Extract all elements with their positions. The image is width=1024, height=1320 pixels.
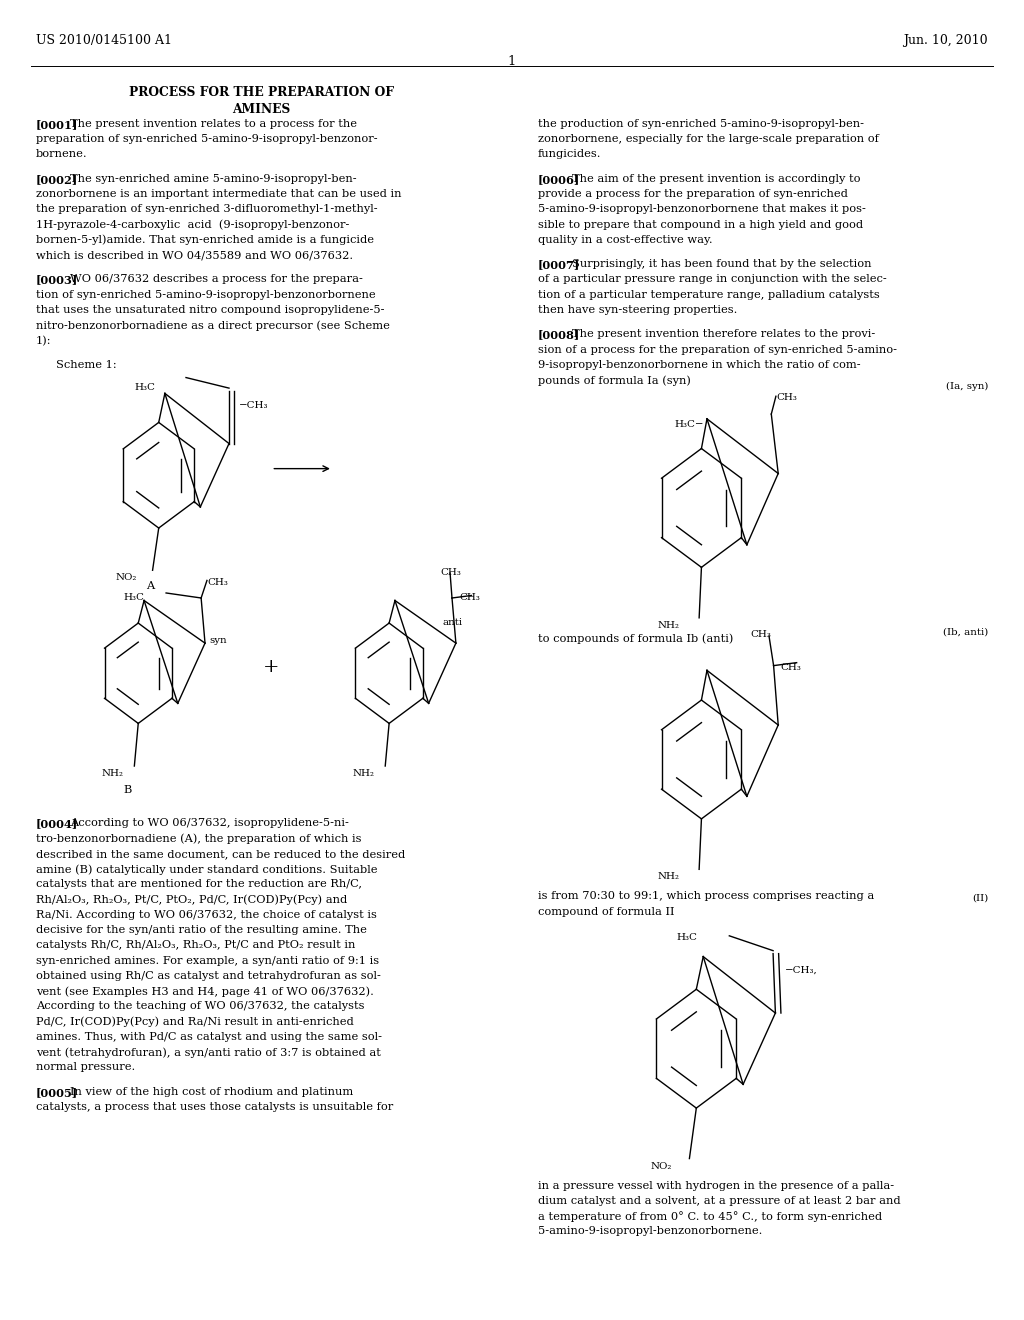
Text: vent (see Examples H3 and H4, page 41 of WO 06/37632).: vent (see Examples H3 and H4, page 41 of… (36, 986, 374, 997)
Text: According to the teaching of WO 06/37632, the catalysts: According to the teaching of WO 06/37632… (36, 1002, 365, 1011)
Text: syn-enriched amines. For example, a syn/anti ratio of 9:1 is: syn-enriched amines. For example, a syn/… (36, 956, 379, 966)
Text: to compounds of formula Ib (anti): to compounds of formula Ib (anti) (538, 634, 733, 644)
Text: amines. Thus, with Pd/C as catalyst and using the same sol-: amines. Thus, with Pd/C as catalyst and … (36, 1032, 382, 1041)
Text: normal pressure.: normal pressure. (36, 1063, 135, 1072)
Text: PROCESS FOR THE PREPARATION OF: PROCESS FOR THE PREPARATION OF (129, 86, 393, 99)
Text: Jun. 10, 2010: Jun. 10, 2010 (903, 34, 988, 48)
Text: Ra/Ni. According to WO 06/37632, the choice of catalyst is: Ra/Ni. According to WO 06/37632, the cho… (36, 909, 377, 920)
Text: vent (tetrahydrofuran), a syn/anti ratio of 3:7 is obtained at: vent (tetrahydrofuran), a syn/anti ratio… (36, 1047, 381, 1057)
Text: NH₂: NH₂ (657, 873, 680, 882)
Text: anti: anti (442, 618, 463, 627)
Text: NH₂: NH₂ (352, 768, 374, 777)
Text: The syn-enriched amine 5-amino-9-isopropyl-ben-: The syn-enriched amine 5-amino-9-isoprop… (71, 174, 357, 183)
Text: the production of syn-enriched 5-amino-9-isopropyl-ben-: the production of syn-enriched 5-amino-9… (538, 119, 863, 129)
Text: B: B (124, 785, 132, 796)
Text: NH₂: NH₂ (657, 620, 680, 630)
Text: quality in a cost-effective way.: quality in a cost-effective way. (538, 235, 713, 244)
Text: CH₃: CH₃ (751, 630, 771, 639)
Text: [0005]: [0005] (36, 1086, 78, 1098)
Text: [0003]: [0003] (36, 275, 78, 285)
Text: sion of a process for the preparation of syn-enriched 5-amino-: sion of a process for the preparation of… (538, 345, 897, 355)
Text: zonorbornene, especially for the large-scale preparation of: zonorbornene, especially for the large-s… (538, 135, 879, 144)
Text: H₃C: H₃C (123, 593, 144, 602)
Text: CH₃: CH₃ (780, 663, 802, 672)
Text: Rh/Al₂O₃, Rh₂O₃, Pt/C, PtO₂, Pd/C, Ir(COD)Py(Pcy) and: Rh/Al₂O₃, Rh₂O₃, Pt/C, PtO₂, Pd/C, Ir(CO… (36, 895, 347, 906)
Text: NO₂: NO₂ (116, 573, 137, 582)
Text: sible to prepare that compound in a high yield and good: sible to prepare that compound in a high… (538, 219, 863, 230)
Text: tro-benzonorbornadiene (A), the preparation of which is: tro-benzonorbornadiene (A), the preparat… (36, 834, 361, 845)
Text: [0001]: [0001] (36, 119, 78, 129)
Text: US 2010/0145100 A1: US 2010/0145100 A1 (36, 34, 172, 48)
Text: The aim of the present invention is accordingly to: The aim of the present invention is acco… (572, 174, 860, 183)
Text: H₃C: H₃C (676, 933, 697, 942)
Text: [0006]: [0006] (538, 174, 580, 185)
Text: +: + (263, 657, 280, 676)
Text: Surprisingly, it has been found that by the selection: Surprisingly, it has been found that by … (572, 259, 871, 269)
Text: CH₃: CH₃ (440, 568, 461, 577)
Text: of a particular pressure range in conjunction with the selec-: of a particular pressure range in conjun… (538, 275, 887, 285)
Text: is from 70:30 to 99:1, which process comprises reacting a: is from 70:30 to 99:1, which process com… (538, 891, 873, 902)
Text: pounds of formula Ia (syn): pounds of formula Ia (syn) (538, 375, 690, 385)
Text: 9-isopropyl-benzonorbornene in which the ratio of com-: 9-isopropyl-benzonorbornene in which the… (538, 360, 860, 370)
Text: −CH₃: −CH₃ (240, 401, 268, 411)
Text: preparation of syn-enriched 5-amino-9-isopropyl-benzonor-: preparation of syn-enriched 5-amino-9-is… (36, 135, 378, 144)
Text: in a pressure vessel with hydrogen in the presence of a palla-: in a pressure vessel with hydrogen in th… (538, 1180, 894, 1191)
Text: 1: 1 (508, 55, 516, 69)
Text: [0004]: [0004] (36, 818, 78, 829)
Text: WO 06/37632 describes a process for the prepara-: WO 06/37632 describes a process for the … (71, 275, 364, 285)
Text: According to WO 06/37632, isopropylidene-5-ni-: According to WO 06/37632, isopropylidene… (71, 818, 349, 829)
Text: that uses the unsaturated nitro compound isopropylidene-5-: that uses the unsaturated nitro compound… (36, 305, 384, 315)
Text: (II): (II) (972, 894, 988, 902)
Text: CH₃: CH₃ (460, 593, 480, 602)
Text: described in the same document, can be reduced to the desired: described in the same document, can be r… (36, 849, 406, 859)
Text: obtained using Rh/C as catalyst and tetrahydrofuran as sol-: obtained using Rh/C as catalyst and tetr… (36, 972, 381, 981)
Text: then have syn-steering properties.: then have syn-steering properties. (538, 305, 737, 315)
Text: Scheme 1:: Scheme 1: (56, 360, 117, 370)
Text: zonorbornene is an important intermediate that can be used in: zonorbornene is an important intermediat… (36, 189, 401, 199)
Text: The present invention relates to a process for the: The present invention relates to a proce… (71, 119, 357, 129)
Text: 5-amino-9-isopropyl-benzonorbornene that makes it pos-: 5-amino-9-isopropyl-benzonorbornene that… (538, 205, 865, 214)
Text: In view of the high cost of rhodium and platinum: In view of the high cost of rhodium and … (71, 1086, 353, 1097)
Text: which is described in WO 04/35589 and WO 06/37632.: which is described in WO 04/35589 and WO… (36, 249, 353, 260)
Text: 5-amino-9-isopropyl-benzonorbornene.: 5-amino-9-isopropyl-benzonorbornene. (538, 1226, 762, 1237)
Text: NO₂: NO₂ (650, 1162, 672, 1171)
Text: (Ia, syn): (Ia, syn) (946, 381, 988, 391)
Text: NH₂: NH₂ (101, 768, 123, 777)
Text: H₃C−: H₃C− (675, 420, 705, 429)
Text: tion of syn-enriched 5-amino-9-isopropyl-benzonorbornene: tion of syn-enriched 5-amino-9-isopropyl… (36, 289, 376, 300)
Text: catalysts that are mentioned for the reduction are Rh/C,: catalysts that are mentioned for the red… (36, 879, 361, 890)
Text: 1):: 1): (36, 335, 51, 346)
Text: fungicides.: fungicides. (538, 149, 601, 160)
Text: CH₃: CH₃ (776, 393, 797, 403)
Text: [0008]: [0008] (538, 330, 580, 341)
Text: The present invention therefore relates to the provi-: The present invention therefore relates … (572, 330, 876, 339)
Text: provide a process for the preparation of syn-enriched: provide a process for the preparation of… (538, 189, 848, 199)
Text: CH₃: CH₃ (207, 578, 227, 587)
Text: catalysts, a process that uses those catalysts is unsuitable for: catalysts, a process that uses those cat… (36, 1102, 393, 1113)
Text: catalysts Rh/C, Rh/Al₂O₃, Rh₂O₃, Pt/C and PtO₂ result in: catalysts Rh/C, Rh/Al₂O₃, Rh₂O₃, Pt/C an… (36, 940, 355, 950)
Text: nitro-benzonorbornadiene as a direct precursor (see Scheme: nitro-benzonorbornadiene as a direct pre… (36, 321, 390, 331)
Text: a temperature of from 0° C. to 45° C., to form syn-enriched: a temperature of from 0° C. to 45° C., t… (538, 1212, 882, 1222)
Text: syn: syn (209, 636, 226, 644)
Text: H₃C: H₃C (135, 383, 156, 392)
Text: AMINES: AMINES (232, 103, 290, 116)
Text: amine (B) catalytically under standard conditions. Suitable: amine (B) catalytically under standard c… (36, 865, 377, 875)
Text: −CH₃,: −CH₃, (784, 965, 817, 974)
Text: compound of formula II: compound of formula II (538, 907, 674, 916)
Text: the preparation of syn-enriched 3-difluoromethyl-1-methyl-: the preparation of syn-enriched 3-difluo… (36, 205, 378, 214)
Text: tion of a particular temperature range, palladium catalysts: tion of a particular temperature range, … (538, 289, 880, 300)
Text: decisive for the syn/anti ratio of the resulting amine. The: decisive for the syn/anti ratio of the r… (36, 925, 367, 935)
Text: (Ib, anti): (Ib, anti) (943, 627, 988, 636)
Text: [0002]: [0002] (36, 174, 78, 185)
Text: bornene.: bornene. (36, 149, 87, 160)
Text: Pd/C, Ir(COD)Py(Pcy) and Ra/Ni result in anti-enriched: Pd/C, Ir(COD)Py(Pcy) and Ra/Ni result in… (36, 1016, 353, 1027)
Text: 1H-pyrazole-4-carboxylic  acid  (9-isopropyl-benzonor-: 1H-pyrazole-4-carboxylic acid (9-isoprop… (36, 219, 349, 230)
Text: dium catalyst and a solvent, at a pressure of at least 2 bar and: dium catalyst and a solvent, at a pressu… (538, 1196, 900, 1206)
Text: bornen-5-yl)amide. That syn-enriched amide is a fungicide: bornen-5-yl)amide. That syn-enriched ami… (36, 235, 374, 246)
Text: [0007]: [0007] (538, 259, 580, 271)
Text: A: A (146, 581, 155, 591)
